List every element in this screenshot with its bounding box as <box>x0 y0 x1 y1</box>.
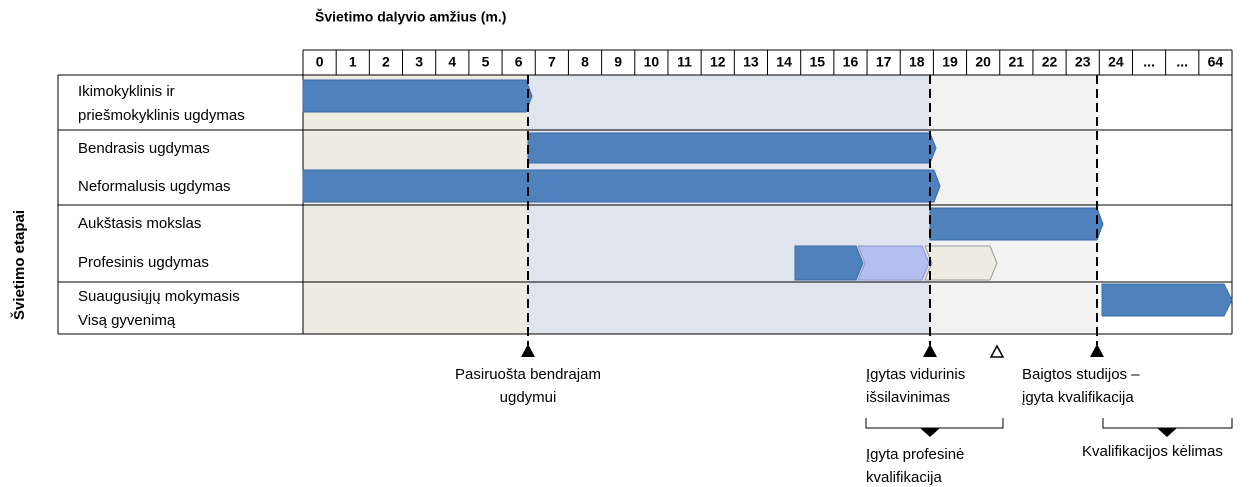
annotation: Kvalifikacijos kėlimas <box>1082 443 1223 460</box>
age-label: 22 <box>1042 54 1058 70</box>
age-label: 12 <box>710 54 726 70</box>
age-label: 6 <box>515 54 523 70</box>
age-label: 23 <box>1075 54 1091 70</box>
age-label: 21 <box>1009 54 1025 70</box>
age-label: 11 <box>677 54 692 70</box>
age-label: 16 <box>843 54 859 70</box>
age-label: 4 <box>448 54 456 70</box>
bar <box>794 245 864 281</box>
age-label: 7 <box>548 54 556 70</box>
age-label: 18 <box>909 54 925 70</box>
title: Švietimo dalyvio amžius (m.) <box>315 8 506 25</box>
age-label: 5 <box>482 54 490 70</box>
age-label: 10 <box>644 54 660 70</box>
age-label: 9 <box>614 54 622 70</box>
annotation: įgyta kvalifikacija <box>1022 389 1134 406</box>
annotation: Įgytas vidurinis <box>866 366 965 383</box>
age-label: 24 <box>1108 54 1124 70</box>
annotation: kvalifikacija <box>866 469 943 486</box>
age-label: ... <box>1143 54 1155 70</box>
age-label: 17 <box>876 54 892 70</box>
bar <box>929 207 1104 241</box>
grid <box>57 49 1233 335</box>
age-label: 8 <box>581 54 589 70</box>
bars <box>302 79 1233 317</box>
bar <box>302 79 533 113</box>
age-label: 19 <box>942 54 958 70</box>
bar <box>924 245 998 281</box>
age-label: 3 <box>415 54 423 70</box>
stage-label: Bendrasis ugdymas <box>78 140 210 157</box>
annotation: Pasiruošta bendrajam <box>455 366 601 383</box>
annotation: išsilavinimas <box>866 389 950 406</box>
age-label: 0 <box>316 54 324 70</box>
age-label: ... <box>1176 54 1188 70</box>
markers <box>521 344 1177 437</box>
stage-label: Aukštasis mokslas <box>78 215 201 232</box>
age-label: 15 <box>809 54 825 70</box>
age-label: 13 <box>743 54 759 70</box>
age-label: 64 <box>1208 54 1224 70</box>
milestones <box>527 75 1098 345</box>
bar <box>857 245 930 281</box>
age-label: 2 <box>382 54 390 70</box>
stage-label: Suaugusiųjų mokymasis <box>78 288 240 305</box>
side-label: Švietimo etapai <box>10 210 28 320</box>
stage-label: Profesinis ugdymas <box>78 254 209 271</box>
age-label: 20 <box>975 54 991 70</box>
age-label: 14 <box>776 54 792 70</box>
bar <box>527 132 937 164</box>
stage-label: Neformalusis ugdymas <box>78 178 231 195</box>
annotation: Įgyta profesinė <box>866 446 964 463</box>
annotation: ugdymui <box>500 389 557 406</box>
stage-label: priešmokyklinis ugdymas <box>78 107 245 124</box>
stage-label: Ikimokyklinis ir <box>78 83 175 100</box>
annotation: Baigtos studijos – <box>1022 366 1140 383</box>
bar <box>1101 283 1233 317</box>
bar <box>302 169 941 203</box>
stage-label: Visą gyvenimą <box>78 312 176 329</box>
brackets <box>865 418 1233 429</box>
age-label: 1 <box>349 54 357 70</box>
